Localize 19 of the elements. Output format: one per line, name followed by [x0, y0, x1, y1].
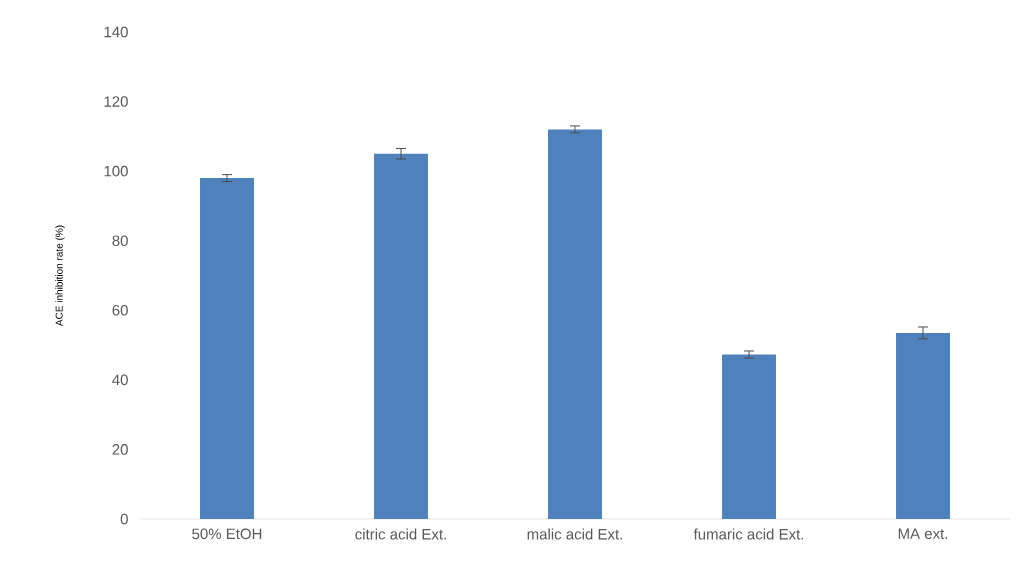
- bar: [548, 129, 602, 519]
- y-tick-label: 100: [104, 165, 128, 177]
- x-tick-label: MA ext.: [898, 528, 948, 539]
- y-tick-label: 120: [104, 96, 128, 107]
- y-tick-label: 20: [112, 444, 128, 455]
- y-tick-label: 0: [120, 513, 128, 525]
- x-tick-label: citric acid Ext.: [355, 528, 446, 540]
- bar: [722, 354, 776, 519]
- y-axis-title: ACE inhibition rate (%): [55, 225, 65, 327]
- bar: [896, 332, 950, 519]
- x-tick-label: 50% EtOH: [192, 528, 262, 540]
- y-tick-label: 60: [112, 304, 128, 316]
- y-tick-label: 40: [112, 374, 128, 386]
- bar: [200, 178, 254, 519]
- x-tick-label: fumaric acid Ext.: [693, 528, 804, 540]
- y-tick-label: 140: [104, 26, 128, 38]
- y-tick-label: 80: [112, 235, 128, 247]
- bar: [374, 153, 428, 519]
- x-tick-label: malic acid Ext.: [527, 528, 622, 540]
